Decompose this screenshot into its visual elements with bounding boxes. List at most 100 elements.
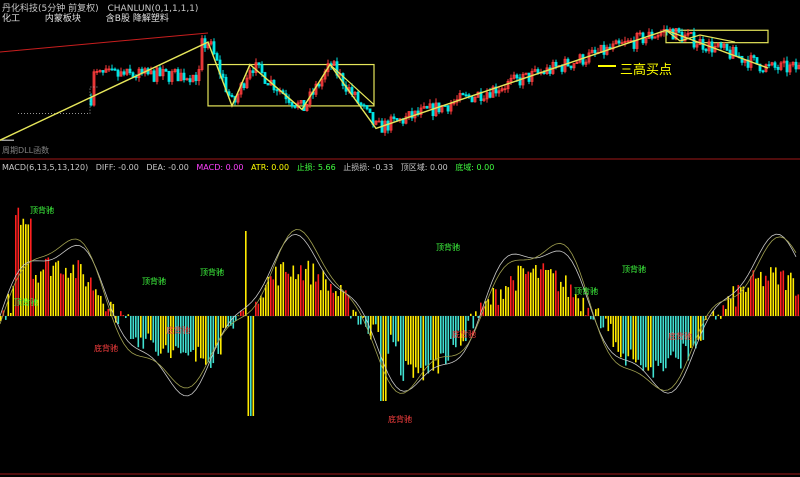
candle-body [215,53,219,61]
candle-body [116,69,120,77]
macd-bar [222,316,225,328]
candle-body [725,43,729,51]
macd-bar [95,289,97,316]
macd-bar [262,297,265,316]
macd-bar [307,260,310,316]
macd-bar [642,316,645,371]
macd-bar [345,290,347,316]
macd-bar [775,267,777,316]
macd-bar [280,264,282,316]
candle-body [590,49,594,54]
macd-bar [37,282,40,316]
candle-body [341,73,345,86]
macd-bar [500,289,502,316]
macd-bar [795,295,797,316]
candle-body [104,68,108,73]
macd-bar [392,316,395,343]
macd-bar [347,295,350,316]
macd-bar [620,316,622,358]
macd-bar [410,316,412,365]
macd-bar [62,274,65,316]
macd-bar [645,316,647,368]
candle-body [797,64,800,70]
macd-bar [72,264,75,316]
candle-body [383,120,387,133]
macd-bar [42,269,45,316]
macd-bar [220,316,222,355]
macd-bar [80,264,82,316]
center-box-1 [665,29,769,44]
macd-bar [592,316,595,320]
macd-bar [0,316,2,322]
macd-bar [640,316,642,366]
macd-bar [552,273,555,316]
macd-bar [725,308,727,316]
tag-2[interactable]: 含B股 降解塑料 [105,14,169,24]
macd-bar [510,276,512,316]
candle-body [695,44,699,48]
macd-bar [760,271,762,316]
macd-bar [777,284,780,316]
macd-bar [212,316,215,364]
indicator-title: CHANLUN(0,1,1,1,1) [107,4,199,14]
macd-bar [545,269,547,316]
macd-bar [217,316,220,354]
candle-body [374,120,378,125]
tag-bar: 化工 内蒙板块 含B股 降解塑料 [2,11,191,24]
macd-bar [352,309,355,316]
macd-bar [97,295,100,316]
macd-bar [340,284,342,316]
macd-bar [310,284,312,316]
inner-zigzag [231,63,375,111]
macd-bar [437,316,440,374]
macd-bar [455,316,457,348]
macd-bar [415,316,417,368]
candle-body [428,103,432,109]
macd-bar [560,281,562,316]
macd-bar [110,301,112,316]
zone-value: 顶区域: 0.00 [400,163,448,172]
macd-bar [210,316,212,368]
macd-bar [397,316,400,342]
macd-bar [267,276,270,316]
macd-bar [672,316,675,352]
macd-bar [675,316,677,358]
candle-body [614,40,618,45]
candle-body [602,44,606,55]
candle-body [326,63,330,73]
macd-bar [132,316,135,339]
macd-bar [377,316,380,333]
candle-body [593,49,597,54]
macd-bar [445,316,447,365]
candle-body [332,61,336,66]
macd-bar [400,316,402,376]
period-label: 周期DLL函数 [2,146,50,155]
macd-bar [20,224,22,316]
macd-bar [772,272,775,316]
macd-bar [60,273,62,316]
macd-bar [327,290,330,316]
macd-bar [680,316,682,369]
tag-1[interactable]: 内蒙板块 [44,14,81,24]
divergence-label-5: 顶背驰 [574,286,598,296]
candle-body [185,78,189,81]
macd-bar [120,311,122,316]
macd-bar [405,316,407,361]
diff-line [0,233,797,397]
macd-bar [660,316,662,364]
macd-bar [317,274,320,316]
candle-body [722,43,726,48]
macd-bar [770,267,772,316]
candle-body [473,96,477,103]
candle-body [101,70,105,73]
candle-body [506,81,510,90]
candle-body [782,60,786,64]
macd-bar [297,274,300,316]
macd-bar [580,311,582,316]
tag-0[interactable]: 化工 [2,14,21,24]
macd-bar [462,316,465,342]
candle-body [377,120,381,123]
candle-body [788,64,792,73]
